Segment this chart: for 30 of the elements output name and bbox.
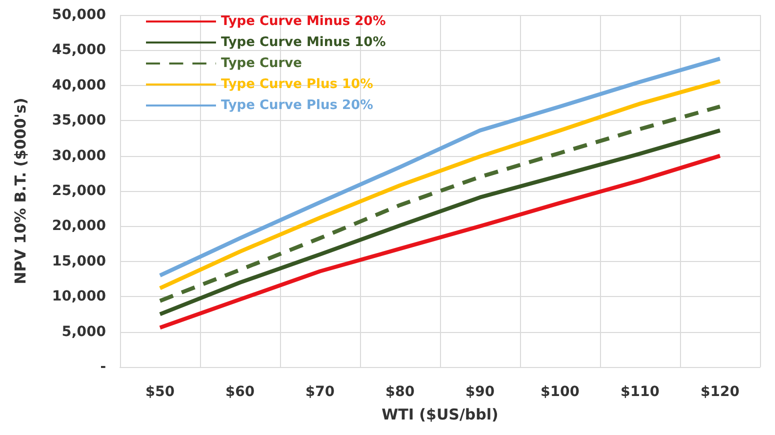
x-tick-label: $70	[305, 384, 335, 400]
line-series	[158, 128, 722, 316]
y-tick-label: 10,000	[52, 288, 106, 305]
x-tick-label: $80	[385, 384, 415, 400]
text: Type Curve Plus 10%	[221, 77, 374, 92]
text: Type Curve Minus 20%	[221, 14, 386, 29]
y-tick-label: 45,000	[52, 42, 106, 58]
line-series	[158, 79, 722, 290]
x-tick-label: $50	[145, 384, 175, 400]
y-tick-label: -	[100, 359, 106, 375]
y-tick-label: 35,000	[52, 112, 106, 129]
y-axis-title: NPV 10% B.T. ($000's)	[12, 98, 30, 284]
y-tick-label: 5,000	[62, 324, 106, 340]
y-tick-label: 50,000	[52, 7, 106, 23]
y-tick-label: 20,000	[52, 218, 106, 234]
text: Type Curve	[221, 56, 302, 71]
x-axis-title: WTI ($US/bbl)	[382, 406, 498, 424]
line-series	[158, 56, 722, 278]
x-tick-label: $90	[465, 384, 495, 400]
y-tick-label: 30,000	[52, 148, 106, 164]
y-tick-label: 40,000	[52, 77, 106, 94]
x-tick-label: $60	[225, 384, 255, 400]
text: Type Curve Minus 10%	[221, 35, 386, 50]
x-tick-label: $120	[700, 384, 740, 400]
line-series	[158, 154, 722, 330]
text: Type Curve Plus 20%	[221, 98, 374, 113]
x-tick-label: $110	[620, 384, 660, 400]
y-tick-label: 15,000	[52, 253, 106, 270]
y-tick-label: 25,000	[52, 183, 106, 199]
x-tick-label: $100	[540, 384, 580, 400]
